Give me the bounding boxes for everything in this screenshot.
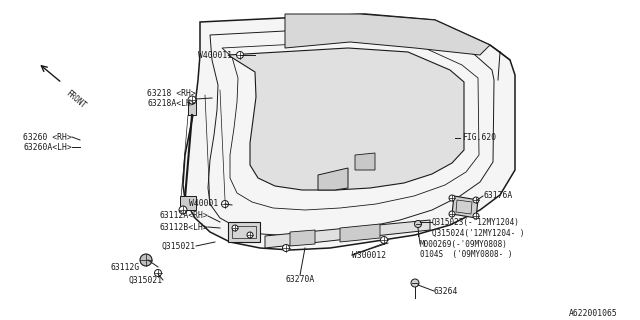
Circle shape xyxy=(154,269,161,276)
Circle shape xyxy=(247,232,253,238)
Text: Q315024('12MY1204- ): Q315024('12MY1204- ) xyxy=(432,228,525,237)
Text: 63112B<LH>: 63112B<LH> xyxy=(159,222,208,231)
Circle shape xyxy=(282,244,289,252)
Circle shape xyxy=(381,236,387,244)
Text: 63260 <RH>: 63260 <RH> xyxy=(23,132,72,141)
Circle shape xyxy=(140,254,152,266)
Polygon shape xyxy=(265,220,430,248)
Circle shape xyxy=(179,206,187,214)
Circle shape xyxy=(473,213,479,219)
Text: 63112A<RH>: 63112A<RH> xyxy=(159,212,208,220)
Polygon shape xyxy=(290,230,315,246)
Circle shape xyxy=(188,96,196,104)
Text: FIG.620: FIG.620 xyxy=(462,133,496,142)
Text: W300012: W300012 xyxy=(352,251,386,260)
Text: 63260A<LH>: 63260A<LH> xyxy=(23,142,72,151)
Text: FRONT: FRONT xyxy=(64,89,88,111)
Polygon shape xyxy=(452,196,478,218)
Polygon shape xyxy=(228,222,260,242)
Text: Q315021: Q315021 xyxy=(162,242,196,251)
Text: A622001065: A622001065 xyxy=(569,308,618,317)
Text: M000269(-'09MY0808): M000269(-'09MY0808) xyxy=(420,239,508,249)
Text: 63264: 63264 xyxy=(434,286,458,295)
Polygon shape xyxy=(180,196,196,210)
Text: 63218 <RH>: 63218 <RH> xyxy=(147,90,196,99)
Circle shape xyxy=(473,197,479,203)
Circle shape xyxy=(415,220,422,228)
Polygon shape xyxy=(183,14,515,250)
Polygon shape xyxy=(188,99,196,115)
Text: W400011: W400011 xyxy=(198,51,232,60)
Circle shape xyxy=(411,279,419,287)
Circle shape xyxy=(232,225,238,231)
Text: 63176A: 63176A xyxy=(484,191,513,201)
Circle shape xyxy=(449,195,455,201)
Text: 63112G: 63112G xyxy=(111,262,140,271)
Circle shape xyxy=(237,52,243,59)
Text: 63218A<LH>: 63218A<LH> xyxy=(147,100,196,108)
Text: 63270A: 63270A xyxy=(285,276,315,284)
Polygon shape xyxy=(340,224,380,242)
Text: Q315021: Q315021 xyxy=(129,276,163,284)
Text: 0104S  ('09MY0808- ): 0104S ('09MY0808- ) xyxy=(420,251,513,260)
Polygon shape xyxy=(285,14,490,55)
Circle shape xyxy=(449,211,455,217)
Circle shape xyxy=(221,201,228,207)
Text: W40001: W40001 xyxy=(189,199,218,209)
Polygon shape xyxy=(228,48,464,190)
Polygon shape xyxy=(318,168,348,190)
Polygon shape xyxy=(355,153,375,170)
Text: Q315023(-'12MY1204): Q315023(-'12MY1204) xyxy=(432,218,520,227)
